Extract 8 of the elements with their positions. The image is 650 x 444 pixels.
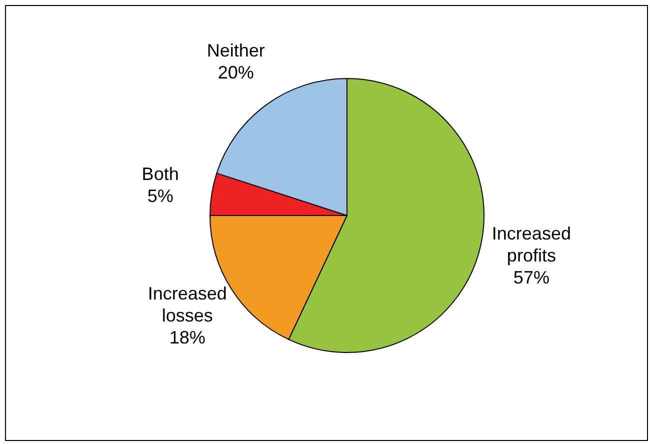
- slice-label: Increased profits: [492, 224, 571, 266]
- data-label: 18%: [169, 328, 206, 348]
- slice-label: Neither: [206, 40, 265, 61]
- slice-label: Increased losses: [148, 284, 227, 326]
- data-label: 20%: [218, 62, 254, 83]
- data-label: 5%: [147, 186, 174, 206]
- slice-label: Both: [142, 164, 179, 184]
- data-label: 57%: [513, 268, 550, 288]
